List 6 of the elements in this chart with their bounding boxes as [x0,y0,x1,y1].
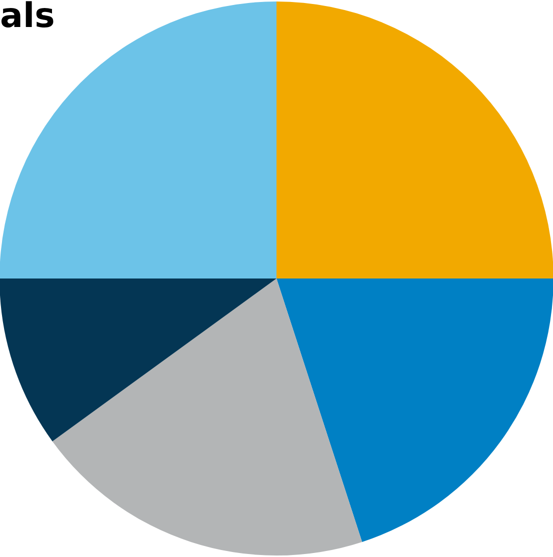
pie-slice [0,278,276,442]
pie-slice [52,278,362,555]
pie-slice [276,278,553,542]
chart-title: als [0,0,55,36]
pie-slice [0,2,276,278]
pie-slice [276,2,553,278]
